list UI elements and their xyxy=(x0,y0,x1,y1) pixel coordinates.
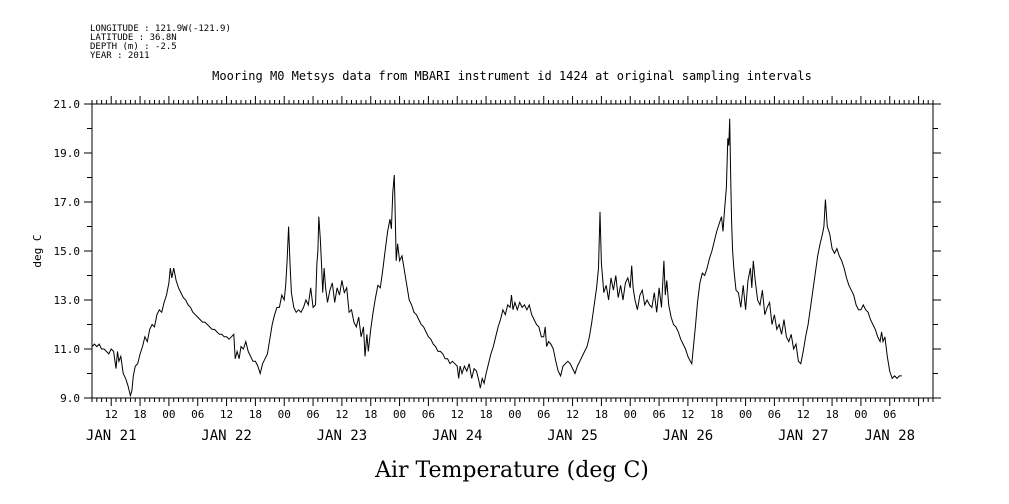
air-temperature-line xyxy=(91,118,902,398)
x-hour-label: 12 xyxy=(105,408,118,421)
x-hour-label: 06 xyxy=(537,408,550,421)
x-hour-label: 18 xyxy=(249,408,262,421)
y-tick-label: 21.0 xyxy=(54,98,81,111)
x-hour-label: 18 xyxy=(133,408,146,421)
y-tick-label: 15.0 xyxy=(54,245,81,258)
plot-frame xyxy=(91,103,934,399)
x-hour-label: 12 xyxy=(681,408,694,421)
x-hour-label: 06 xyxy=(768,408,781,421)
x-hour-label: 06 xyxy=(191,408,204,421)
y-tick-label: 9.0 xyxy=(60,392,80,405)
y-tick-label: 17.0 xyxy=(54,196,81,209)
x-hour-label: 00 xyxy=(278,408,291,421)
x-hour-label: 00 xyxy=(854,408,867,421)
y-tick-label: 11.0 xyxy=(54,343,81,356)
meta-longitude: LONGITUDE : 121.9W(-121.9) xyxy=(90,24,231,34)
x-hour-label: 12 xyxy=(566,408,579,421)
x-date-label: JAN 26 xyxy=(663,428,714,444)
x-hour-label: 18 xyxy=(710,408,723,421)
x-date-label: JAN 27 xyxy=(778,428,829,444)
x-hour-label: 00 xyxy=(624,408,637,421)
y-tick-label: 13.0 xyxy=(54,294,81,307)
x-hour-label: 12 xyxy=(335,408,348,421)
meta-latitude: LATITUDE : 36.8N xyxy=(90,33,177,43)
x-hour-label: 00 xyxy=(393,408,406,421)
x-hour-label: 12 xyxy=(797,408,810,421)
x-hour-label: 06 xyxy=(422,408,435,421)
x-date-label: JAN 28 xyxy=(864,428,915,444)
x-axis: 12 18 00 06 12 18 00 06 12 18 00 06 12 18 00 06 12 18 00 06… xyxy=(86,96,934,444)
x-date-label: JAN 22 xyxy=(201,428,252,444)
y-axis: 9.0 11.0 13.0 15.0 17.0 19.0 21.0 xyxy=(54,98,941,405)
x-hour-label: 18 xyxy=(825,408,838,421)
x-hour-label: 00 xyxy=(162,408,175,421)
y-axis-label: deg C xyxy=(31,234,44,267)
x-hour-label: 06 xyxy=(652,408,665,421)
x-hour-label: 06 xyxy=(306,408,319,421)
y-tick-label: 19.0 xyxy=(54,147,81,160)
metadata-block: LONGITUDE : 121.9W(-121.9) LATITUDE : 36… xyxy=(90,24,231,61)
x-hour-label: 18 xyxy=(479,408,492,421)
x-hour-label: 12 xyxy=(220,408,233,421)
x-axis-label: Air Temperature (deg C) xyxy=(374,458,649,483)
x-date-label: JAN 24 xyxy=(432,428,483,444)
x-hour-label: 18 xyxy=(364,408,377,421)
x-hour-label: 18 xyxy=(595,408,608,421)
meta-year: YEAR : 2011 xyxy=(90,51,150,61)
x-hour-label: 06 xyxy=(883,408,896,421)
chart-title: Mooring M0 Metsys data from MBARI instru… xyxy=(212,69,812,83)
x-date-label: JAN 25 xyxy=(547,428,598,444)
x-hour-label: 12 xyxy=(451,408,464,421)
x-date-label: JAN 21 xyxy=(86,428,137,444)
meta-depth: DEPTH (m) : -2.5 xyxy=(90,42,177,52)
x-date-label: JAN 23 xyxy=(317,428,368,444)
x-hour-label: 00 xyxy=(508,408,521,421)
x-hour-label: 00 xyxy=(739,408,752,421)
